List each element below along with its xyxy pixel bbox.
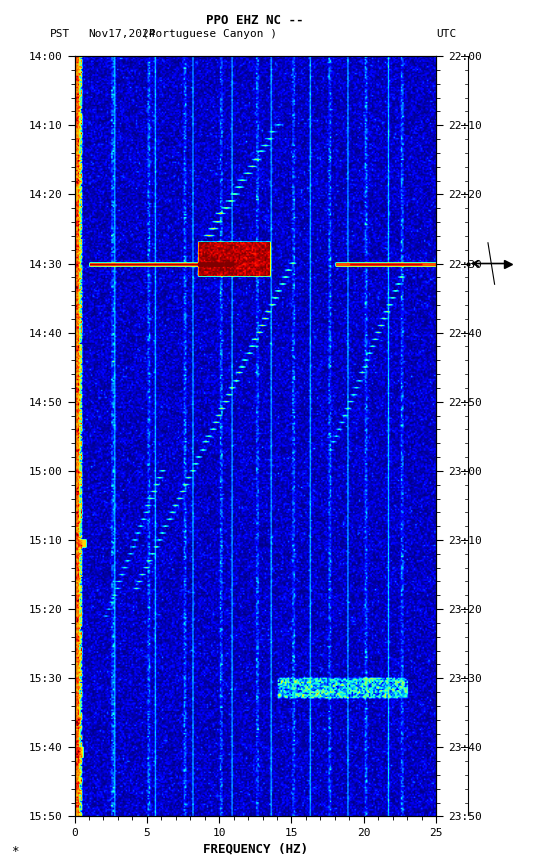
Text: UTC: UTC (436, 29, 457, 39)
Text: PST: PST (50, 29, 70, 39)
Text: (Portuguese Canyon ): (Portuguese Canyon ) (142, 29, 277, 39)
X-axis label: FREQUENCY (HZ): FREQUENCY (HZ) (203, 842, 308, 855)
Text: PPO EHZ NC --: PPO EHZ NC -- (206, 14, 304, 28)
Text: *: * (11, 845, 19, 858)
Text: Nov17,2024: Nov17,2024 (88, 29, 156, 39)
